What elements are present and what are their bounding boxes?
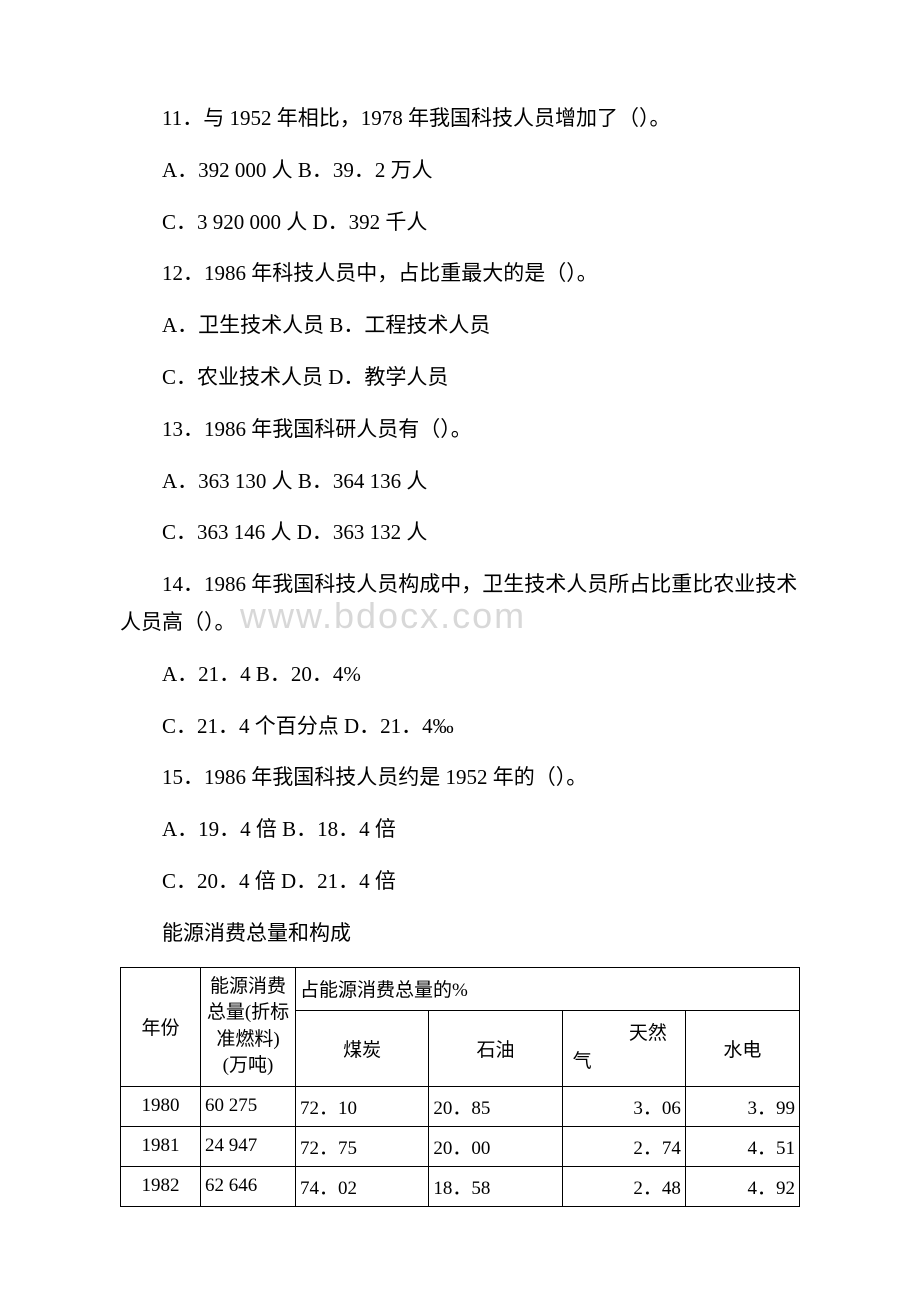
table-row: 1980 60 275 72．10 20．85 3．06 3．99 <box>121 1086 800 1126</box>
table-header-row-1: 年份 能源消费总量(折标准燃料)(万吨) 占能源消费总量的% <box>121 967 800 1010</box>
cell-total: 62 646 <box>201 1166 296 1206</box>
q13-text: 13．1986 年我国科研人员有（）。 <box>120 411 800 449</box>
q14-opt-ab: A．21．4 B．20．4% <box>120 656 800 694</box>
cell-oil: 20．85 <box>429 1086 562 1126</box>
q11-opt-cd: C．3 920 000 人 D．392 千人 <box>120 204 800 242</box>
col-coal: 煤炭 <box>296 1010 429 1086</box>
header-percent: 占能源消费总量的% <box>296 967 800 1010</box>
header-total: 能源消费总量(折标准燃料)(万吨) <box>201 967 296 1086</box>
cell-gas: 2．48 <box>562 1166 685 1206</box>
table-title: 能源消费总量和构成 <box>120 915 800 953</box>
q12-opt-ab: A．卫生技术人员 B．工程技术人员 <box>120 307 800 345</box>
q13-opt-ab: A．363 130 人 B．364 136 人 <box>120 463 800 501</box>
q11-opt-ab: A．392 000 人 B．39．2 万人 <box>120 152 800 190</box>
col-gas: 天然 气 <box>562 1010 685 1086</box>
energy-table: 年份 能源消费总量(折标准燃料)(万吨) 占能源消费总量的% 煤炭 石油 天然 … <box>120 967 800 1207</box>
cell-oil: 20．00 <box>429 1126 562 1166</box>
cell-hydro: 4．51 <box>685 1126 799 1166</box>
q11-text: 11．与 1952 年相比，1978 年我国科技人员增加了（）。 <box>120 100 800 138</box>
col-gas-top: 天然 <box>567 1020 681 1049</box>
cell-total: 60 275 <box>201 1086 296 1126</box>
cell-year: 1980 <box>121 1086 201 1126</box>
q12-opt-cd: C．农业技术人员 D．教学人员 <box>120 359 800 397</box>
cell-coal: 72．75 <box>296 1126 429 1166</box>
cell-year: 1981 <box>121 1126 201 1166</box>
col-gas-bottom: 气 <box>567 1048 681 1077</box>
q15-text: 15．1986 年我国科技人员约是 1952 年的（）。 <box>120 759 800 797</box>
cell-coal: 72．10 <box>296 1086 429 1126</box>
q15-opt-ab: A．19．4 倍 B．18．4 倍 <box>120 811 800 849</box>
document-content: 11．与 1952 年相比，1978 年我国科技人员增加了（）。 A．392 0… <box>120 100 800 1207</box>
cell-hydro: 4．92 <box>685 1166 799 1206</box>
q13-opt-cd: C．363 146 人 D．363 132 人 <box>120 514 800 552</box>
cell-total: 24 947 <box>201 1126 296 1166</box>
cell-year: 1982 <box>121 1166 201 1206</box>
cell-hydro: 3．99 <box>685 1086 799 1126</box>
cell-gas: 3．06 <box>562 1086 685 1126</box>
col-hydro: 水电 <box>685 1010 799 1086</box>
table-row: 1982 62 646 74．02 18．58 2．48 4．92 <box>121 1166 800 1206</box>
col-oil: 石油 <box>429 1010 562 1086</box>
table-row: 1981 24 947 72．75 20．00 2．74 4．51 <box>121 1126 800 1166</box>
header-year: 年份 <box>121 967 201 1086</box>
cell-oil: 18．58 <box>429 1166 562 1206</box>
cell-coal: 74．02 <box>296 1166 429 1206</box>
q15-opt-cd: C．20．4 倍 D．21．4 倍 <box>120 863 800 901</box>
q14-text: 14．1986 年我国科技人员构成中，卫生技术人员所占比重比农业技术人员高（）。 <box>120 566 800 642</box>
q12-text: 12．1986 年科技人员中，占比重最大的是（）。 <box>120 255 800 293</box>
q14-opt-cd: C．21．4 个百分点 D．21．4‰ <box>120 708 800 746</box>
cell-gas: 2．74 <box>562 1126 685 1166</box>
